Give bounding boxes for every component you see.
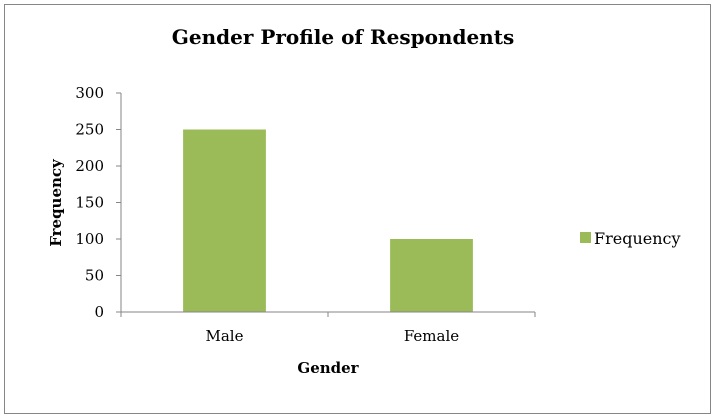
x-tick-label: Female xyxy=(404,327,459,345)
y-tick-label: 250 xyxy=(75,121,104,139)
legend: Frequency xyxy=(580,229,681,248)
y-tick-label: 300 xyxy=(75,84,104,102)
y-axis: 0 50 100 150 200 250 300 xyxy=(75,84,122,321)
bar xyxy=(183,129,266,312)
y-axis-title: Frequency xyxy=(47,158,65,247)
bars xyxy=(183,129,473,312)
y-tick-label: 50 xyxy=(85,267,104,285)
legend-swatch xyxy=(580,232,591,243)
chart-frame xyxy=(4,4,711,414)
bar xyxy=(390,239,473,312)
y-tick-label: 0 xyxy=(94,303,104,321)
x-tick-label: Male xyxy=(206,327,244,345)
x-axis: Male Female xyxy=(120,311,536,345)
x-axis-title: Gender xyxy=(297,359,359,377)
y-tick-label: 200 xyxy=(75,157,104,175)
y-tick-label: 150 xyxy=(75,194,104,212)
chart-title: Gender Profile of Respondents xyxy=(172,25,514,49)
legend-label: Frequency xyxy=(594,229,681,248)
y-tick-label: 100 xyxy=(75,230,104,248)
